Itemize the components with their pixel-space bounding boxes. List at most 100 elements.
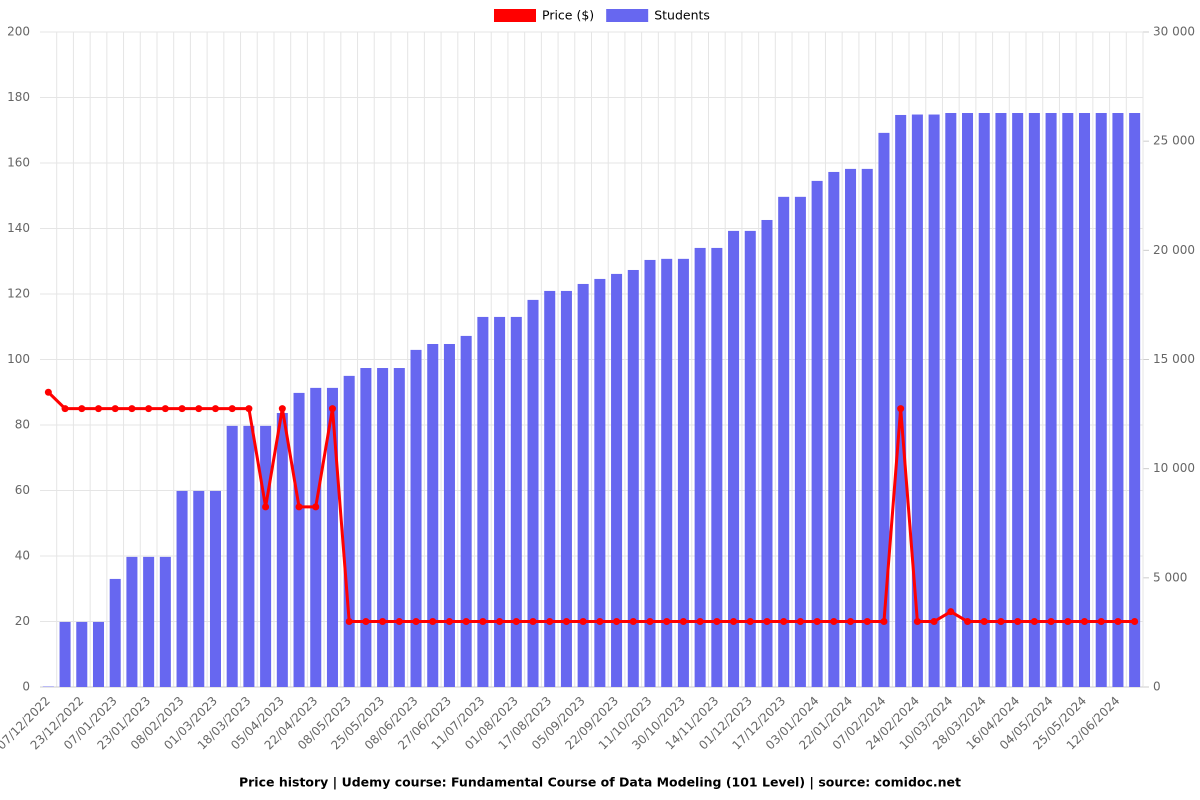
bar (861, 168, 873, 687)
price-point (880, 618, 888, 625)
bar (1078, 113, 1091, 688)
price-point (646, 618, 654, 625)
y-tick-label: 180 (7, 90, 30, 104)
price-point (462, 618, 470, 625)
bar (393, 368, 405, 687)
bar (1012, 113, 1024, 688)
price-point (746, 618, 754, 625)
price-point (596, 618, 604, 625)
bar (477, 316, 489, 687)
bar (260, 425, 272, 687)
price-point (913, 618, 921, 625)
price-point (1114, 618, 1122, 625)
price-point (429, 618, 437, 625)
bar (811, 180, 823, 688)
bar (126, 556, 138, 687)
bar (978, 113, 990, 688)
bar (1129, 113, 1141, 688)
price-point (312, 503, 320, 511)
price-point (512, 618, 520, 625)
price-point (395, 618, 403, 625)
bar (744, 230, 756, 687)
bar (1112, 113, 1124, 688)
bar (510, 316, 522, 687)
bar (962, 113, 974, 688)
bar (176, 490, 188, 687)
bar (544, 290, 556, 687)
bar (911, 114, 923, 687)
price-point (379, 618, 387, 625)
price-point (78, 405, 86, 413)
price-point (479, 618, 487, 625)
price-point (362, 618, 370, 625)
price-point (730, 618, 738, 625)
y-tick-label: 160 (7, 156, 30, 170)
price-point (61, 405, 69, 413)
bar (109, 578, 121, 687)
bar (59, 621, 71, 687)
bar (410, 349, 422, 687)
price-point (629, 618, 637, 625)
price-point (796, 618, 804, 625)
bar (494, 316, 506, 687)
price-point (295, 503, 303, 511)
y-tick-label: 100 (7, 352, 30, 366)
price-point (813, 618, 821, 625)
price-point (529, 618, 537, 625)
bar (627, 269, 639, 687)
bar (928, 114, 940, 687)
price-point (1081, 618, 1089, 625)
price-point (847, 618, 855, 625)
price-point (980, 618, 988, 625)
price-point (1014, 618, 1022, 625)
price-point (1047, 618, 1055, 625)
y-tick-label: 60 (15, 483, 30, 497)
chart-title: Price history | Udemy course: Fundamenta… (239, 775, 961, 790)
price-point (1097, 618, 1105, 625)
bar (310, 387, 322, 687)
price-point (1131, 618, 1139, 625)
price-point (145, 405, 153, 413)
price-point (128, 405, 136, 413)
bar (276, 412, 288, 687)
bar (460, 335, 472, 687)
price-point (328, 405, 336, 413)
price-point (94, 405, 102, 413)
y-tick-label: 0 (22, 680, 30, 694)
bar (1028, 113, 1040, 688)
price-point (445, 618, 453, 625)
bar (443, 343, 455, 687)
price-point (546, 618, 554, 625)
price-point (763, 618, 771, 625)
y-tick-label: 120 (7, 287, 30, 301)
price-point (245, 405, 253, 413)
bar (343, 375, 355, 687)
bar (1045, 113, 1057, 688)
bar (761, 219, 773, 688)
y2-tick-label: 0 (1153, 680, 1161, 694)
y2-tick-label: 20 000 (1153, 243, 1195, 257)
legend-swatch (606, 9, 649, 22)
bar (594, 278, 606, 687)
price-point (178, 405, 186, 413)
bar (159, 556, 171, 687)
legend-swatch (494, 9, 536, 22)
bar (360, 368, 372, 687)
bar (677, 258, 689, 687)
price-point (997, 618, 1005, 625)
y2-tick-label: 10 000 (1153, 461, 1195, 475)
y-tick-label: 140 (7, 221, 30, 235)
bar (76, 621, 88, 687)
price-point (713, 618, 721, 625)
price-point (1064, 618, 1072, 625)
price-point (930, 618, 938, 625)
bar (845, 168, 857, 687)
bar (945, 113, 957, 688)
y2-tick-label: 5 000 (1153, 570, 1187, 584)
y2-tick-label: 30 000 (1153, 25, 1195, 39)
bar (644, 259, 656, 687)
price-point (964, 618, 972, 625)
price-point (111, 405, 119, 413)
bar (293, 392, 305, 687)
